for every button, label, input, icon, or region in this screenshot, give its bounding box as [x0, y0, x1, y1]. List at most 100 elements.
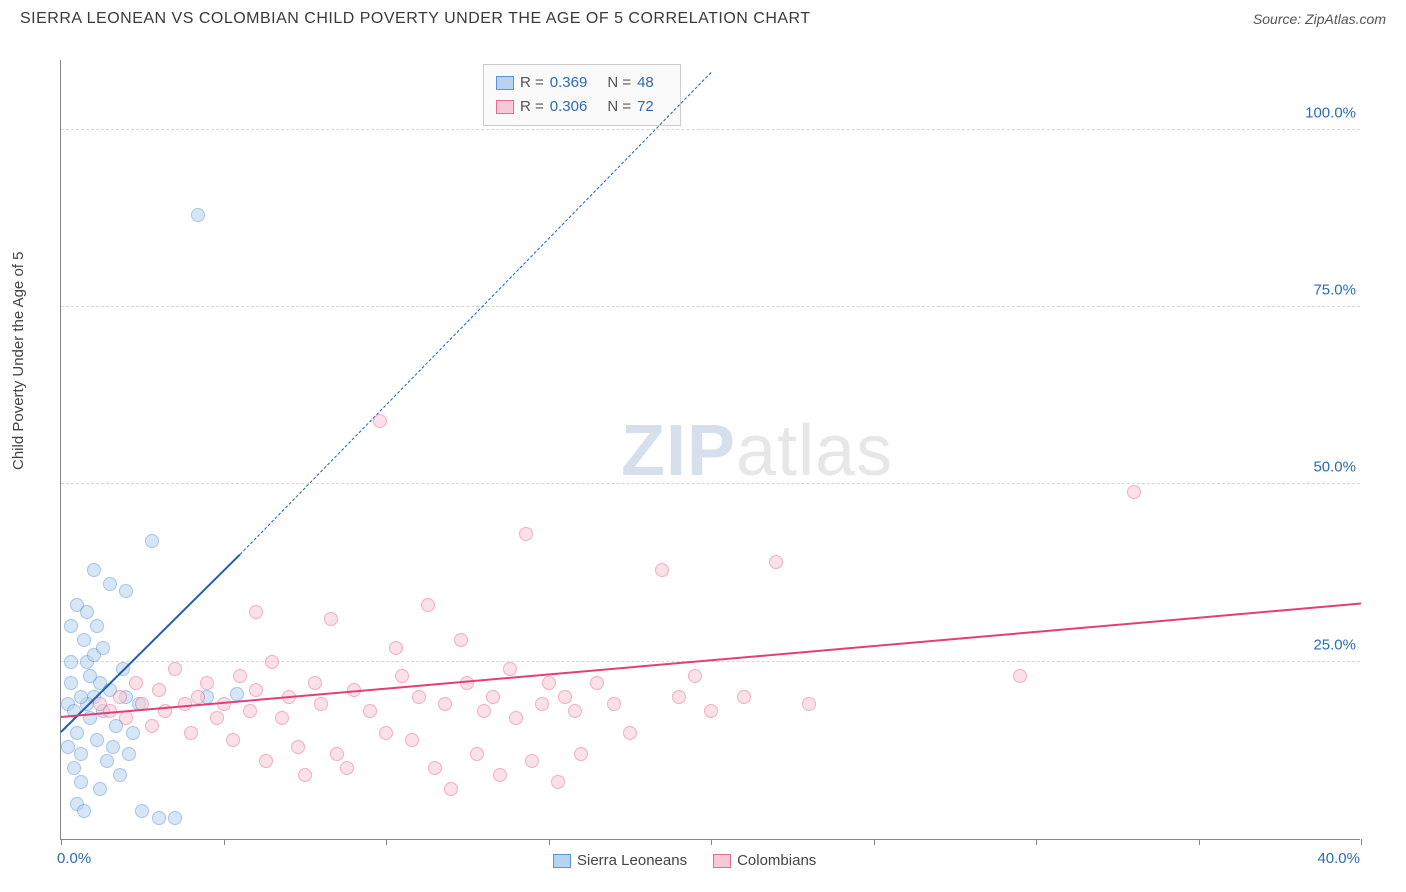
chart-title: SIERRA LEONEAN VS COLOMBIAN CHILD POVERT… [20, 10, 811, 28]
data-point [80, 605, 94, 619]
data-point [64, 676, 78, 690]
data-point [389, 641, 403, 655]
data-point [217, 697, 231, 711]
data-point [470, 747, 484, 761]
x-tick [61, 839, 62, 845]
data-point [558, 690, 572, 704]
y-tick-label: 25.0% [1313, 636, 1356, 653]
data-point [444, 782, 458, 796]
gridline [61, 129, 1360, 130]
data-point [590, 676, 604, 690]
data-point [96, 641, 110, 655]
data-point [405, 733, 419, 747]
data-point [249, 683, 263, 697]
data-point [314, 697, 328, 711]
data-point [623, 726, 637, 740]
data-point [103, 577, 117, 591]
data-point [74, 747, 88, 761]
x-tick [874, 839, 875, 845]
data-point [100, 754, 114, 768]
data-point [340, 761, 354, 775]
data-point [379, 726, 393, 740]
data-point [226, 733, 240, 747]
data-point [90, 619, 104, 633]
data-point [802, 697, 816, 711]
data-point [106, 740, 120, 754]
data-point [568, 704, 582, 718]
legend-stats-row-colombian: R = 0.306 N = 72 [496, 95, 668, 119]
data-point [233, 669, 247, 683]
data-point [1013, 669, 1027, 683]
plot-area: ZIPatlas R = 0.369 N = 48 R = 0.306 N = … [60, 60, 1360, 840]
y-tick-label: 75.0% [1313, 282, 1356, 299]
data-point [454, 633, 468, 647]
swatch-colombian-icon [713, 854, 731, 868]
data-point [210, 711, 224, 725]
data-point [184, 726, 198, 740]
data-point [152, 683, 166, 697]
data-point [737, 690, 751, 704]
legend-item-sierra: Sierra Leoneans [553, 852, 687, 869]
data-point [704, 704, 718, 718]
data-point [672, 690, 686, 704]
data-point [373, 414, 387, 428]
x-tick [1199, 839, 1200, 845]
source-label: Source: ZipAtlas.com [1253, 11, 1386, 27]
data-point [74, 775, 88, 789]
data-point [77, 633, 91, 647]
data-point [145, 534, 159, 548]
swatch-sierra-icon [496, 76, 514, 90]
data-point [152, 811, 166, 825]
data-point [298, 768, 312, 782]
x-tick [1036, 839, 1037, 845]
x-axis-max-label: 40.0% [1317, 850, 1360, 867]
data-point [61, 740, 75, 754]
x-tick [224, 839, 225, 845]
legend-series: Sierra Leoneans Colombians [553, 852, 816, 869]
data-point [119, 584, 133, 598]
swatch-colombian-icon [496, 100, 514, 114]
data-point [83, 669, 97, 683]
data-point [191, 208, 205, 222]
data-point [477, 704, 491, 718]
data-point [64, 619, 78, 633]
data-point [688, 669, 702, 683]
data-point [259, 754, 273, 768]
legend-stats: R = 0.369 N = 48 R = 0.306 N = 72 [483, 64, 681, 126]
data-point [460, 676, 474, 690]
data-point [191, 690, 205, 704]
data-point [168, 811, 182, 825]
x-axis-min-label: 0.0% [57, 850, 91, 867]
data-point [126, 726, 140, 740]
data-point [486, 690, 500, 704]
data-point [74, 690, 88, 704]
data-point [265, 655, 279, 669]
data-point [363, 704, 377, 718]
data-point [324, 612, 338, 626]
data-point [168, 662, 182, 676]
legend-item-colombian: Colombians [713, 852, 816, 869]
y-axis-label: Child Poverty Under the Age of 5 [10, 252, 27, 470]
data-point [87, 563, 101, 577]
data-point [275, 711, 289, 725]
data-point [412, 690, 426, 704]
watermark: ZIPatlas [621, 410, 893, 492]
data-point [119, 711, 133, 725]
data-point [535, 697, 549, 711]
data-point [291, 740, 305, 754]
data-point [330, 747, 344, 761]
data-point [509, 711, 523, 725]
legend-stats-row-sierra: R = 0.369 N = 48 [496, 71, 668, 95]
data-point [70, 726, 84, 740]
data-point [243, 704, 257, 718]
swatch-sierra-icon [553, 854, 571, 868]
data-point [200, 676, 214, 690]
data-point [769, 555, 783, 569]
data-point [249, 605, 263, 619]
data-point [145, 719, 159, 733]
chart-container: Child Poverty Under the Age of 5 ZIPatla… [20, 40, 1386, 870]
data-point [519, 527, 533, 541]
data-point [421, 598, 435, 612]
data-point [135, 804, 149, 818]
data-point [230, 687, 244, 701]
